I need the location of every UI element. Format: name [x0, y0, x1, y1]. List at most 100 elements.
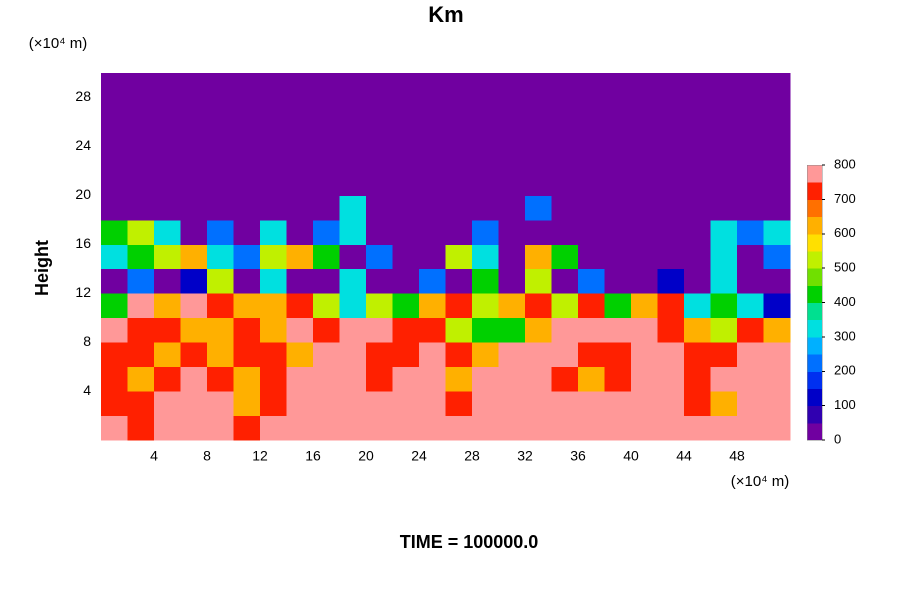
heat-cell — [392, 73, 420, 98]
heat-cell — [154, 170, 181, 196]
heat-cell — [763, 317, 791, 343]
heat-cell — [286, 170, 314, 196]
colorbar-tick-label: 800 — [834, 156, 856, 171]
heat-cell — [180, 268, 208, 294]
heat-cell — [525, 293, 552, 319]
heat-cell — [233, 146, 261, 172]
heat-cell — [286, 342, 314, 368]
heat-cell — [339, 342, 367, 368]
colorbar-band — [807, 182, 822, 200]
heat-cell — [207, 219, 234, 245]
heat-cell — [551, 317, 579, 343]
heat-cell — [737, 342, 764, 368]
heat-cell — [392, 366, 420, 392]
heat-cell — [551, 293, 579, 319]
heat-cell — [419, 317, 446, 343]
heat-cell — [233, 170, 261, 196]
heat-cell — [180, 195, 208, 221]
colorbar-tick-label: 300 — [834, 328, 856, 343]
heat-cell — [631, 121, 658, 147]
heat-cell — [684, 342, 711, 368]
heat-cell — [737, 121, 764, 147]
heat-cell — [445, 293, 473, 319]
heat-cell — [419, 244, 446, 270]
heat-cell — [180, 415, 208, 441]
heat-cell — [684, 391, 711, 417]
heat-cell — [207, 195, 234, 221]
heat-cell — [525, 121, 552, 147]
heat-cell — [578, 121, 605, 147]
colorbar-tick-label: 0 — [834, 431, 841, 446]
heat-cell — [101, 146, 128, 172]
heat-cell — [578, 317, 605, 343]
heat-cell — [525, 73, 552, 98]
heat-cell — [313, 293, 340, 319]
heat-cell — [392, 170, 420, 196]
heat-cell — [180, 366, 208, 392]
colorbar-band — [807, 371, 822, 389]
heat-cell — [525, 415, 552, 441]
heat-cell — [737, 97, 764, 123]
colorbar-band — [807, 285, 822, 303]
heat-cell — [472, 391, 499, 417]
heat-cell — [604, 195, 632, 221]
heat-cell — [313, 268, 340, 294]
heat-cell — [631, 342, 658, 368]
heat-cell — [260, 195, 287, 221]
heat-cell — [551, 268, 579, 294]
heat-cell — [551, 366, 579, 392]
colorbar-band — [807, 302, 822, 321]
heat-cell — [313, 342, 340, 368]
colorbar-tick-label: 100 — [834, 397, 856, 412]
heat-cell — [419, 170, 446, 196]
heat-cell — [419, 342, 446, 368]
heat-cell — [710, 366, 738, 392]
heat-cell — [419, 121, 446, 147]
heat-cell — [207, 97, 234, 123]
heat-cell — [578, 146, 605, 172]
heat-cell — [207, 293, 234, 319]
heat-cell — [737, 146, 764, 172]
heat-cell — [631, 219, 658, 245]
colorbar-band — [807, 165, 822, 183]
heat-cell — [657, 195, 685, 221]
heat-cell — [260, 391, 287, 417]
heat-cell — [260, 170, 287, 196]
heat-cell — [260, 121, 287, 147]
heat-cell — [207, 415, 234, 441]
heat-cell — [657, 268, 685, 294]
heat-cell — [180, 293, 208, 319]
heat-cell — [127, 170, 155, 196]
heat-cell — [631, 97, 658, 123]
heat-cell — [657, 146, 685, 172]
heat-cell — [472, 219, 499, 245]
heat-cell — [763, 73, 791, 98]
heat-cell — [233, 268, 261, 294]
heat-cell — [498, 219, 526, 245]
heat-cell — [551, 146, 579, 172]
heat-cell — [260, 317, 287, 343]
colorbar-band — [807, 199, 822, 218]
heat-cell — [445, 244, 473, 270]
x-tick-label: 40 — [623, 448, 639, 464]
heat-cell — [763, 244, 791, 270]
heat-cell — [392, 268, 420, 294]
heat-cell — [578, 73, 605, 98]
colorbar-tick-label: 700 — [834, 191, 856, 206]
heat-cell — [684, 195, 711, 221]
heat-cell — [498, 293, 526, 319]
heat-cell — [339, 366, 367, 392]
heat-cell — [286, 244, 314, 270]
heat-cell — [366, 121, 393, 147]
heat-cell — [498, 342, 526, 368]
heat-cell — [154, 317, 181, 343]
heat-cell — [180, 97, 208, 123]
heat-cell — [472, 73, 499, 98]
heat-cell — [286, 317, 314, 343]
heat-cell — [366, 195, 393, 221]
heat-cell — [233, 366, 261, 392]
heat-cell — [127, 317, 155, 343]
heat-cell — [578, 170, 605, 196]
heat-cell — [154, 73, 181, 98]
